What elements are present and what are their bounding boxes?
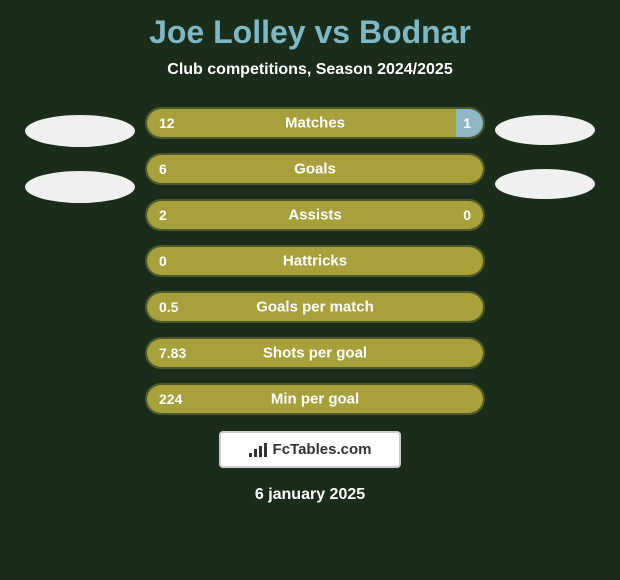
stat-bar-matches: 12 Matches 1 [145, 107, 485, 139]
stat-bar-assists: 2 Assists 0 [145, 199, 485, 231]
stat-bar-goals-per-match: 0.5 Goals per match [145, 291, 485, 323]
right-ellipse-column [495, 107, 595, 199]
right-value: 0 [463, 207, 471, 223]
player2-badge-1 [495, 115, 595, 145]
footer-badge-text: FcTables.com [273, 441, 372, 458]
stat-bar-goals: 6 Goals [145, 153, 485, 185]
stat-label: Matches [285, 115, 345, 132]
left-value: 12 [159, 115, 175, 131]
stat-label: Hattricks [283, 253, 347, 270]
right-value: 1 [463, 115, 471, 131]
left-value: 0 [159, 253, 167, 269]
player2-name: Bodnar [359, 14, 471, 50]
left-value: 0.5 [159, 299, 178, 315]
stat-label: Assists [288, 207, 341, 224]
stat-bar-shots-per-goal: 7.83 Shots per goal [145, 337, 485, 369]
left-value: 6 [159, 161, 167, 177]
stat-label: Goals per match [256, 299, 374, 316]
stat-bar-hattricks: 0 Hattricks [145, 245, 485, 277]
stats-area: 12 Matches 1 6 Goals 2 Assists 0 0 Hattricks 0.5 Go… [0, 107, 620, 415]
comparison-title: Joe Lolley vs Bodnar [149, 14, 471, 51]
subtitle: Club competitions, Season 2024/2025 [167, 61, 452, 79]
footer-date: 6 january 2025 [255, 486, 365, 504]
left-ellipse-column [25, 107, 135, 203]
stat-label: Shots per goal [263, 345, 367, 362]
stat-label: Min per goal [271, 391, 359, 408]
stat-bar-min-per-goal: 224 Min per goal [145, 383, 485, 415]
stat-label: Goals [294, 161, 336, 178]
left-value: 7.83 [159, 345, 186, 361]
left-value: 224 [159, 391, 182, 407]
player1-badge-1 [25, 115, 135, 147]
left-value: 2 [159, 207, 167, 223]
vs-text: vs [314, 14, 350, 50]
chart-icon [249, 443, 267, 457]
player1-name: Joe Lolley [149, 14, 306, 50]
footer-badge[interactable]: FcTables.com [219, 431, 402, 468]
player2-badge-2 [495, 169, 595, 199]
player1-badge-2 [25, 171, 135, 203]
stats-bars-column: 12 Matches 1 6 Goals 2 Assists 0 0 Hattricks 0.5 Go… [145, 107, 485, 415]
